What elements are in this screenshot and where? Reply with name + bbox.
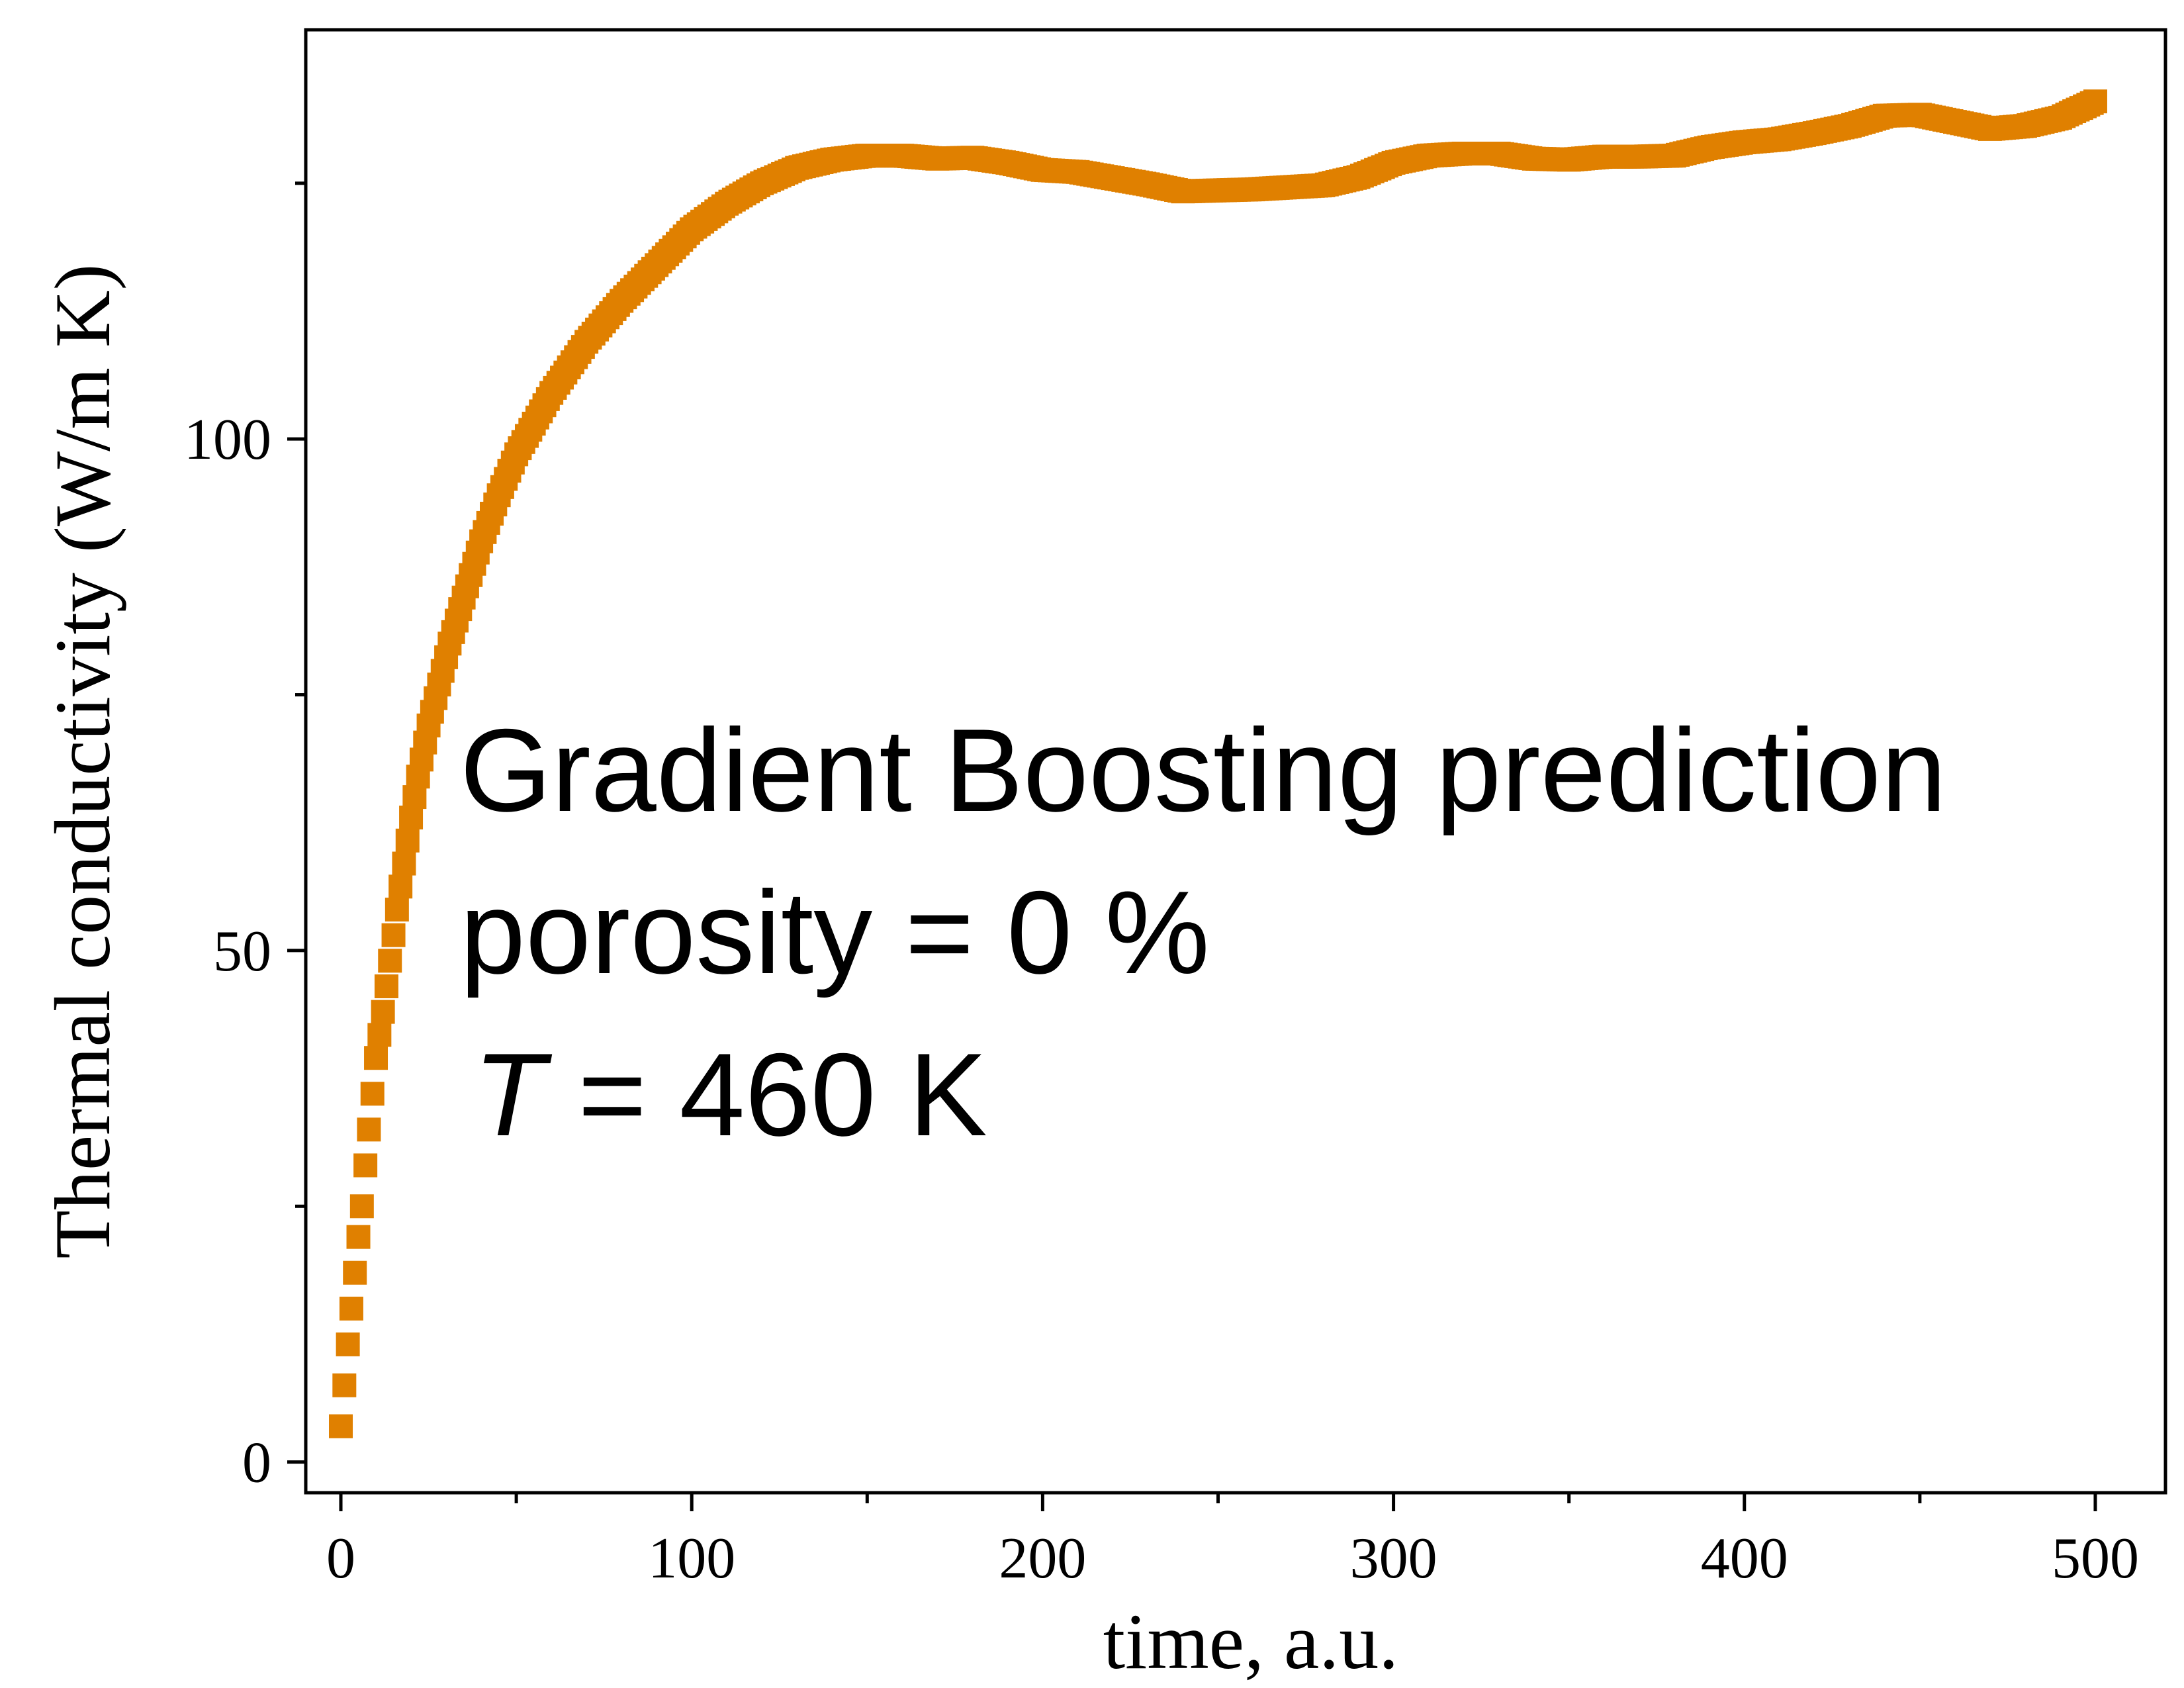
data-point xyxy=(329,1414,353,1438)
y-tick-label: 0 xyxy=(242,1431,271,1495)
data-point xyxy=(399,806,424,829)
data-point xyxy=(378,949,402,973)
data-point xyxy=(381,923,406,947)
data-point xyxy=(374,974,398,998)
data-point xyxy=(392,851,416,876)
data-point xyxy=(353,1153,378,1178)
x-tick-label: 500 xyxy=(2052,1526,2139,1591)
data-point xyxy=(349,1194,374,1219)
y-axis-title: Thermal conductivity (W/m K) xyxy=(38,264,126,1259)
data-point xyxy=(388,874,413,899)
data-point xyxy=(2083,89,2107,114)
data-point xyxy=(336,1332,360,1356)
data-point xyxy=(395,828,420,853)
data-point xyxy=(402,785,427,810)
annotation-model: Gradient Boosting prediction xyxy=(460,704,1946,836)
y-tick-label: 50 xyxy=(213,919,271,984)
data-point xyxy=(385,898,409,922)
x-tick-label: 300 xyxy=(1350,1526,1437,1591)
data-point xyxy=(346,1225,371,1249)
x-tick-label: 0 xyxy=(326,1526,355,1591)
data-point xyxy=(364,1046,388,1070)
data-point xyxy=(343,1260,367,1285)
x-tick-label: 400 xyxy=(1701,1526,1788,1591)
annotation-temperature-symbol: T xyxy=(473,1029,553,1160)
x-tick-label: 100 xyxy=(648,1526,735,1591)
data-point xyxy=(357,1117,381,1142)
y-tick-label: 100 xyxy=(184,408,271,472)
data-point xyxy=(367,1023,392,1047)
data-point xyxy=(360,1082,385,1106)
data-point xyxy=(371,1000,395,1024)
annotation-block: Gradient Boosting prediction porosity = … xyxy=(460,704,1946,1160)
x-tick-label: 200 xyxy=(999,1526,1086,1591)
x-axis-title: time, a.u. xyxy=(1103,1597,1399,1685)
data-point xyxy=(332,1373,357,1397)
data-point xyxy=(339,1296,363,1321)
annotation-porosity: porosity = 0 % xyxy=(460,867,1210,998)
axes-layer: 0 100 200 300 400 500 0 50 100 xyxy=(184,181,2139,1591)
annotation-temperature-value: = 460 K xyxy=(545,1029,987,1160)
annotation-temperature: T = 460 K xyxy=(473,1029,987,1160)
plot-frame xyxy=(304,28,2167,1495)
series-layer xyxy=(329,89,2107,1438)
